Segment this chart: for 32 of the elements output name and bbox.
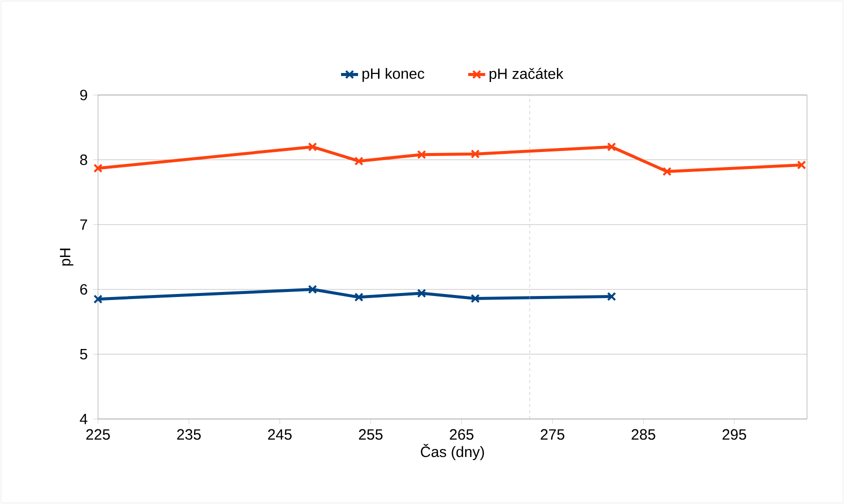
point <box>662 166 672 176</box>
point <box>470 294 480 304</box>
y-tick-label: 9 <box>80 90 88 100</box>
point <box>470 149 480 159</box>
y-tick-label: 6 <box>80 284 88 295</box>
point <box>354 156 364 166</box>
x-tick-label: 235 <box>177 429 201 440</box>
x-tick-label: 265 <box>450 429 474 440</box>
point <box>607 292 616 302</box>
x-axis-title: Čas (dny) <box>420 444 484 460</box>
x-tick-label: 285 <box>632 429 656 440</box>
x-tick-label: 255 <box>358 429 383 440</box>
point <box>93 164 103 173</box>
point <box>308 284 318 294</box>
legend-label: pH konec <box>362 68 424 82</box>
point <box>607 142 616 152</box>
point <box>354 292 364 302</box>
point <box>417 288 426 298</box>
x-tick-label: 245 <box>268 429 292 440</box>
y-tick-label: 4 <box>80 414 88 424</box>
y-axis-title: pH <box>60 248 74 266</box>
point <box>93 294 103 304</box>
point <box>308 142 318 152</box>
y-tick-label: 8 <box>80 154 88 166</box>
legend-label: pH začátek <box>490 68 564 82</box>
y-tick-label: 5 <box>80 348 88 360</box>
x-tick-label: 275 <box>540 429 564 440</box>
point <box>797 160 806 170</box>
point <box>417 150 426 160</box>
x-tick-label: 225 <box>86 429 110 440</box>
x-tick-label: 295 <box>722 429 746 440</box>
y-tick-label: 7 <box>80 219 88 230</box>
